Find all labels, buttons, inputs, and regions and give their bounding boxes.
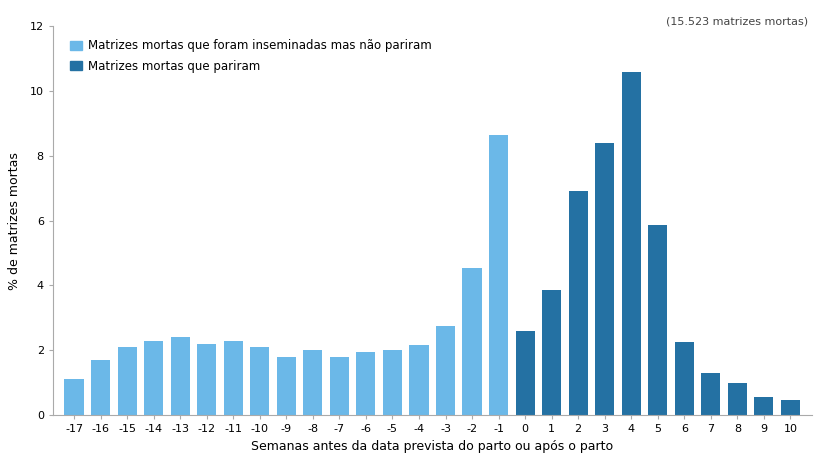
Bar (91, 360, 110, 415)
Bar (541, 290, 560, 415)
Bar (700, 373, 720, 415)
Bar (277, 357, 296, 415)
Bar (648, 225, 667, 415)
Bar (356, 352, 375, 415)
Bar (250, 347, 269, 415)
Bar (568, 191, 587, 415)
Text: (15.523 matrizes mortas): (15.523 matrizes mortas) (665, 16, 807, 26)
Bar (753, 397, 772, 415)
Bar (515, 331, 534, 415)
Bar (144, 341, 163, 415)
X-axis label: Semanas antes da data prevista do parto ou após o parto: Semanas antes da data prevista do parto … (251, 440, 613, 453)
Y-axis label: % de matrizes mortas: % de matrizes mortas (8, 152, 21, 290)
Bar (595, 143, 613, 415)
Bar (65, 379, 84, 415)
Bar (382, 350, 401, 415)
Bar (621, 71, 640, 415)
Bar (117, 347, 137, 415)
Bar (303, 350, 322, 415)
Bar (488, 135, 508, 415)
Bar (197, 344, 216, 415)
Legend: Matrizes mortas que foram inseminadas mas não pariram, Matrizes mortas que parir: Matrizes mortas que foram inseminadas ma… (66, 36, 434, 76)
Bar (224, 341, 242, 415)
Bar (409, 345, 428, 415)
Bar (170, 337, 189, 415)
Bar (462, 268, 481, 415)
Bar (727, 383, 746, 415)
Bar (329, 357, 349, 415)
Bar (436, 326, 455, 415)
Bar (674, 342, 693, 415)
Bar (780, 401, 799, 415)
